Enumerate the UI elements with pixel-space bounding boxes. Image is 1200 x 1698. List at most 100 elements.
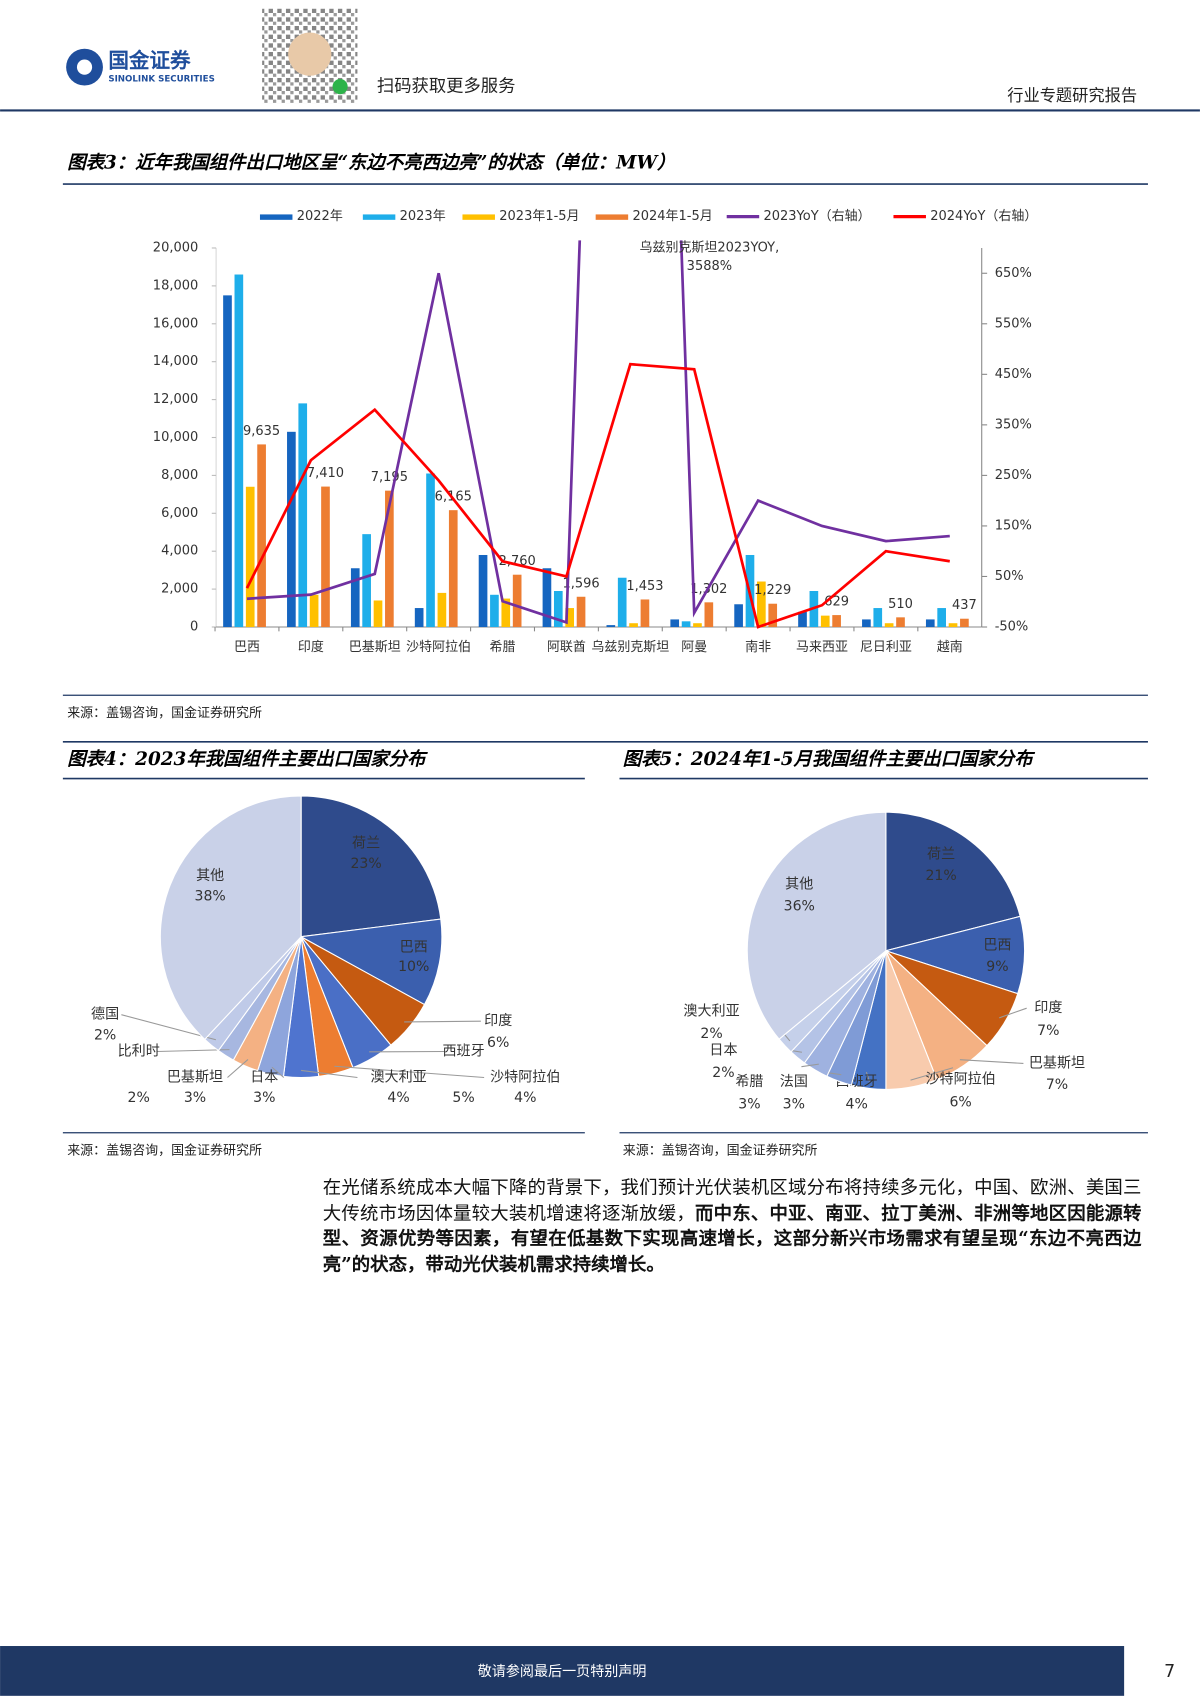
bar: [670, 619, 680, 628]
x-tick-label: 尼日利亚: [860, 640, 912, 655]
bar: [245, 486, 255, 628]
slice-value: 3%: [783, 1097, 805, 1113]
slice-value: 4%: [845, 1097, 867, 1113]
x-tick-label: 南非: [745, 639, 771, 655]
x-tick-label: 阿联酋: [547, 639, 586, 655]
y-tick-label: 10,000: [153, 430, 198, 445]
qr-badge: [288, 32, 332, 76]
figure-title: 图表5：2024年1-5月我国组件主要出口国家分布: [623, 748, 1035, 770]
data-label: 629: [824, 595, 849, 610]
slice-value: 7%: [1037, 1023, 1059, 1039]
slice-value: 38%: [195, 889, 226, 905]
x-tick-label: 巴基斯坦: [349, 640, 401, 655]
qr-badge: [332, 79, 348, 95]
paragraph-box: 在光储系统成本大幅下降的背景下，我们预计光伏装机区域分布将持续多元化，中国、欧洲…: [323, 1176, 1142, 1278]
bar: [820, 615, 830, 628]
bar: [385, 490, 394, 628]
bar: [862, 619, 871, 628]
x-tick-label: 马来西亚: [796, 640, 848, 655]
report-type: 行业专题研究报告: [1007, 86, 1137, 105]
slice-label: 荷兰: [352, 836, 380, 852]
slice-value: 5%: [452, 1090, 474, 1106]
bar: [223, 295, 232, 628]
leader-line: [865, 1071, 870, 1082]
slice-label: 沙特阿拉伯: [490, 1069, 560, 1085]
leader-line: [801, 1063, 819, 1068]
bar: [553, 590, 563, 628]
slice-label: 德国: [91, 1007, 119, 1023]
bar: [832, 615, 841, 628]
bar: [234, 274, 244, 628]
bar: [490, 594, 499, 628]
slice-value: 4%: [514, 1090, 536, 1106]
page-number: 7: [1164, 1662, 1175, 1682]
bar: [512, 574, 522, 628]
y-tick-label: 2,000: [161, 582, 198, 597]
data-label: 510: [888, 597, 913, 612]
slice-label: 澳大利亚: [370, 1069, 426, 1085]
company-en: SINOLINK SECURITIES: [108, 75, 214, 85]
data-label: 7,195: [371, 470, 408, 485]
bar: [640, 599, 650, 628]
footer-disclaimer: 敬请参阅最后一页特别声明: [478, 1663, 647, 1680]
bar: [798, 611, 807, 628]
bar: [704, 602, 714, 628]
slice-value: 3%: [184, 1090, 206, 1106]
slice-label: 其他: [196, 868, 224, 884]
slice-label: 印度: [1034, 1000, 1062, 1016]
slice-label: 澳大利亚: [683, 1003, 739, 1019]
bar: [873, 608, 883, 628]
bar: [681, 621, 691, 628]
bar: [298, 403, 308, 628]
combo-chart: 0 2,000 4,000 6,000 8,000 10,000 12,000 14,000 1…: [153, 209, 1038, 655]
bar: [542, 568, 552, 628]
slice-label: 巴基斯坦: [167, 1068, 223, 1085]
bar: [257, 444, 266, 628]
bar: [960, 618, 969, 628]
bar: [884, 623, 894, 628]
x-tick-label: 巴西: [234, 640, 260, 655]
slice-value: 36%: [784, 898, 815, 914]
bar: [606, 625, 616, 628]
slice-label: 荷兰: [927, 846, 955, 862]
bar: [629, 623, 638, 628]
leader-line: [999, 1007, 1027, 1019]
slice-label: 日本: [709, 1042, 737, 1058]
slice-value: 10%: [398, 959, 429, 975]
figure-title: 图表3：近年我国组件出口地区呈“东边不亮西边亮”的状态（单位：MW）: [67, 152, 675, 174]
x-tick-label: 阿曼: [681, 640, 707, 655]
y-tick-label: 16,000: [153, 316, 198, 331]
bar: [362, 534, 371, 628]
bar: [287, 431, 296, 628]
annotation: 乌兹别克斯坦2023YOY,: [639, 239, 779, 255]
legend-label: 2024年1-5月: [632, 209, 712, 224]
pie-slice: [746, 811, 887, 1040]
leader-line: [959, 1059, 1024, 1064]
bar: [478, 554, 488, 628]
bar: [576, 596, 586, 628]
y-tick-label: 6,000: [161, 506, 198, 521]
bar: [565, 608, 575, 628]
leader-line: [910, 1067, 954, 1081]
bar: [757, 581, 766, 628]
y-tick-label: 18,000: [153, 278, 198, 293]
y-tick-label: 0: [190, 620, 198, 635]
bar: [426, 473, 435, 628]
bar: [925, 619, 935, 628]
legend-label: 2024YoY（右轴）: [930, 209, 1037, 224]
bar: [734, 604, 743, 628]
qr-caption: 扫码获取更多服务: [377, 77, 516, 97]
slice-label: 巴西: [400, 940, 428, 956]
pie-slice: [159, 795, 302, 1041]
source: 来源：盖锡咨询，国金证券研究所: [67, 705, 262, 721]
paragraph-bold: 而中东、中亚、南亚、拉丁美洲、非洲等地区因能源转型、资源优势等因素，有望在低基数…: [322, 1202, 1142, 1276]
x-tick-label: 印度: [298, 639, 324, 655]
slice-label: 法国: [780, 1074, 808, 1090]
y2-tick-label: 250%: [995, 468, 1032, 483]
leader-line: [121, 1014, 217, 1041]
y2-tick-label: 450%: [995, 367, 1032, 382]
slice-value: 3%: [253, 1090, 275, 1106]
paragraph: 在光储系统成本大幅下降的背景下，我们预计光伏装机区域分布将持续多元化，中国、欧洲…: [323, 1176, 1142, 1278]
leader-line: [271, 1066, 285, 1078]
